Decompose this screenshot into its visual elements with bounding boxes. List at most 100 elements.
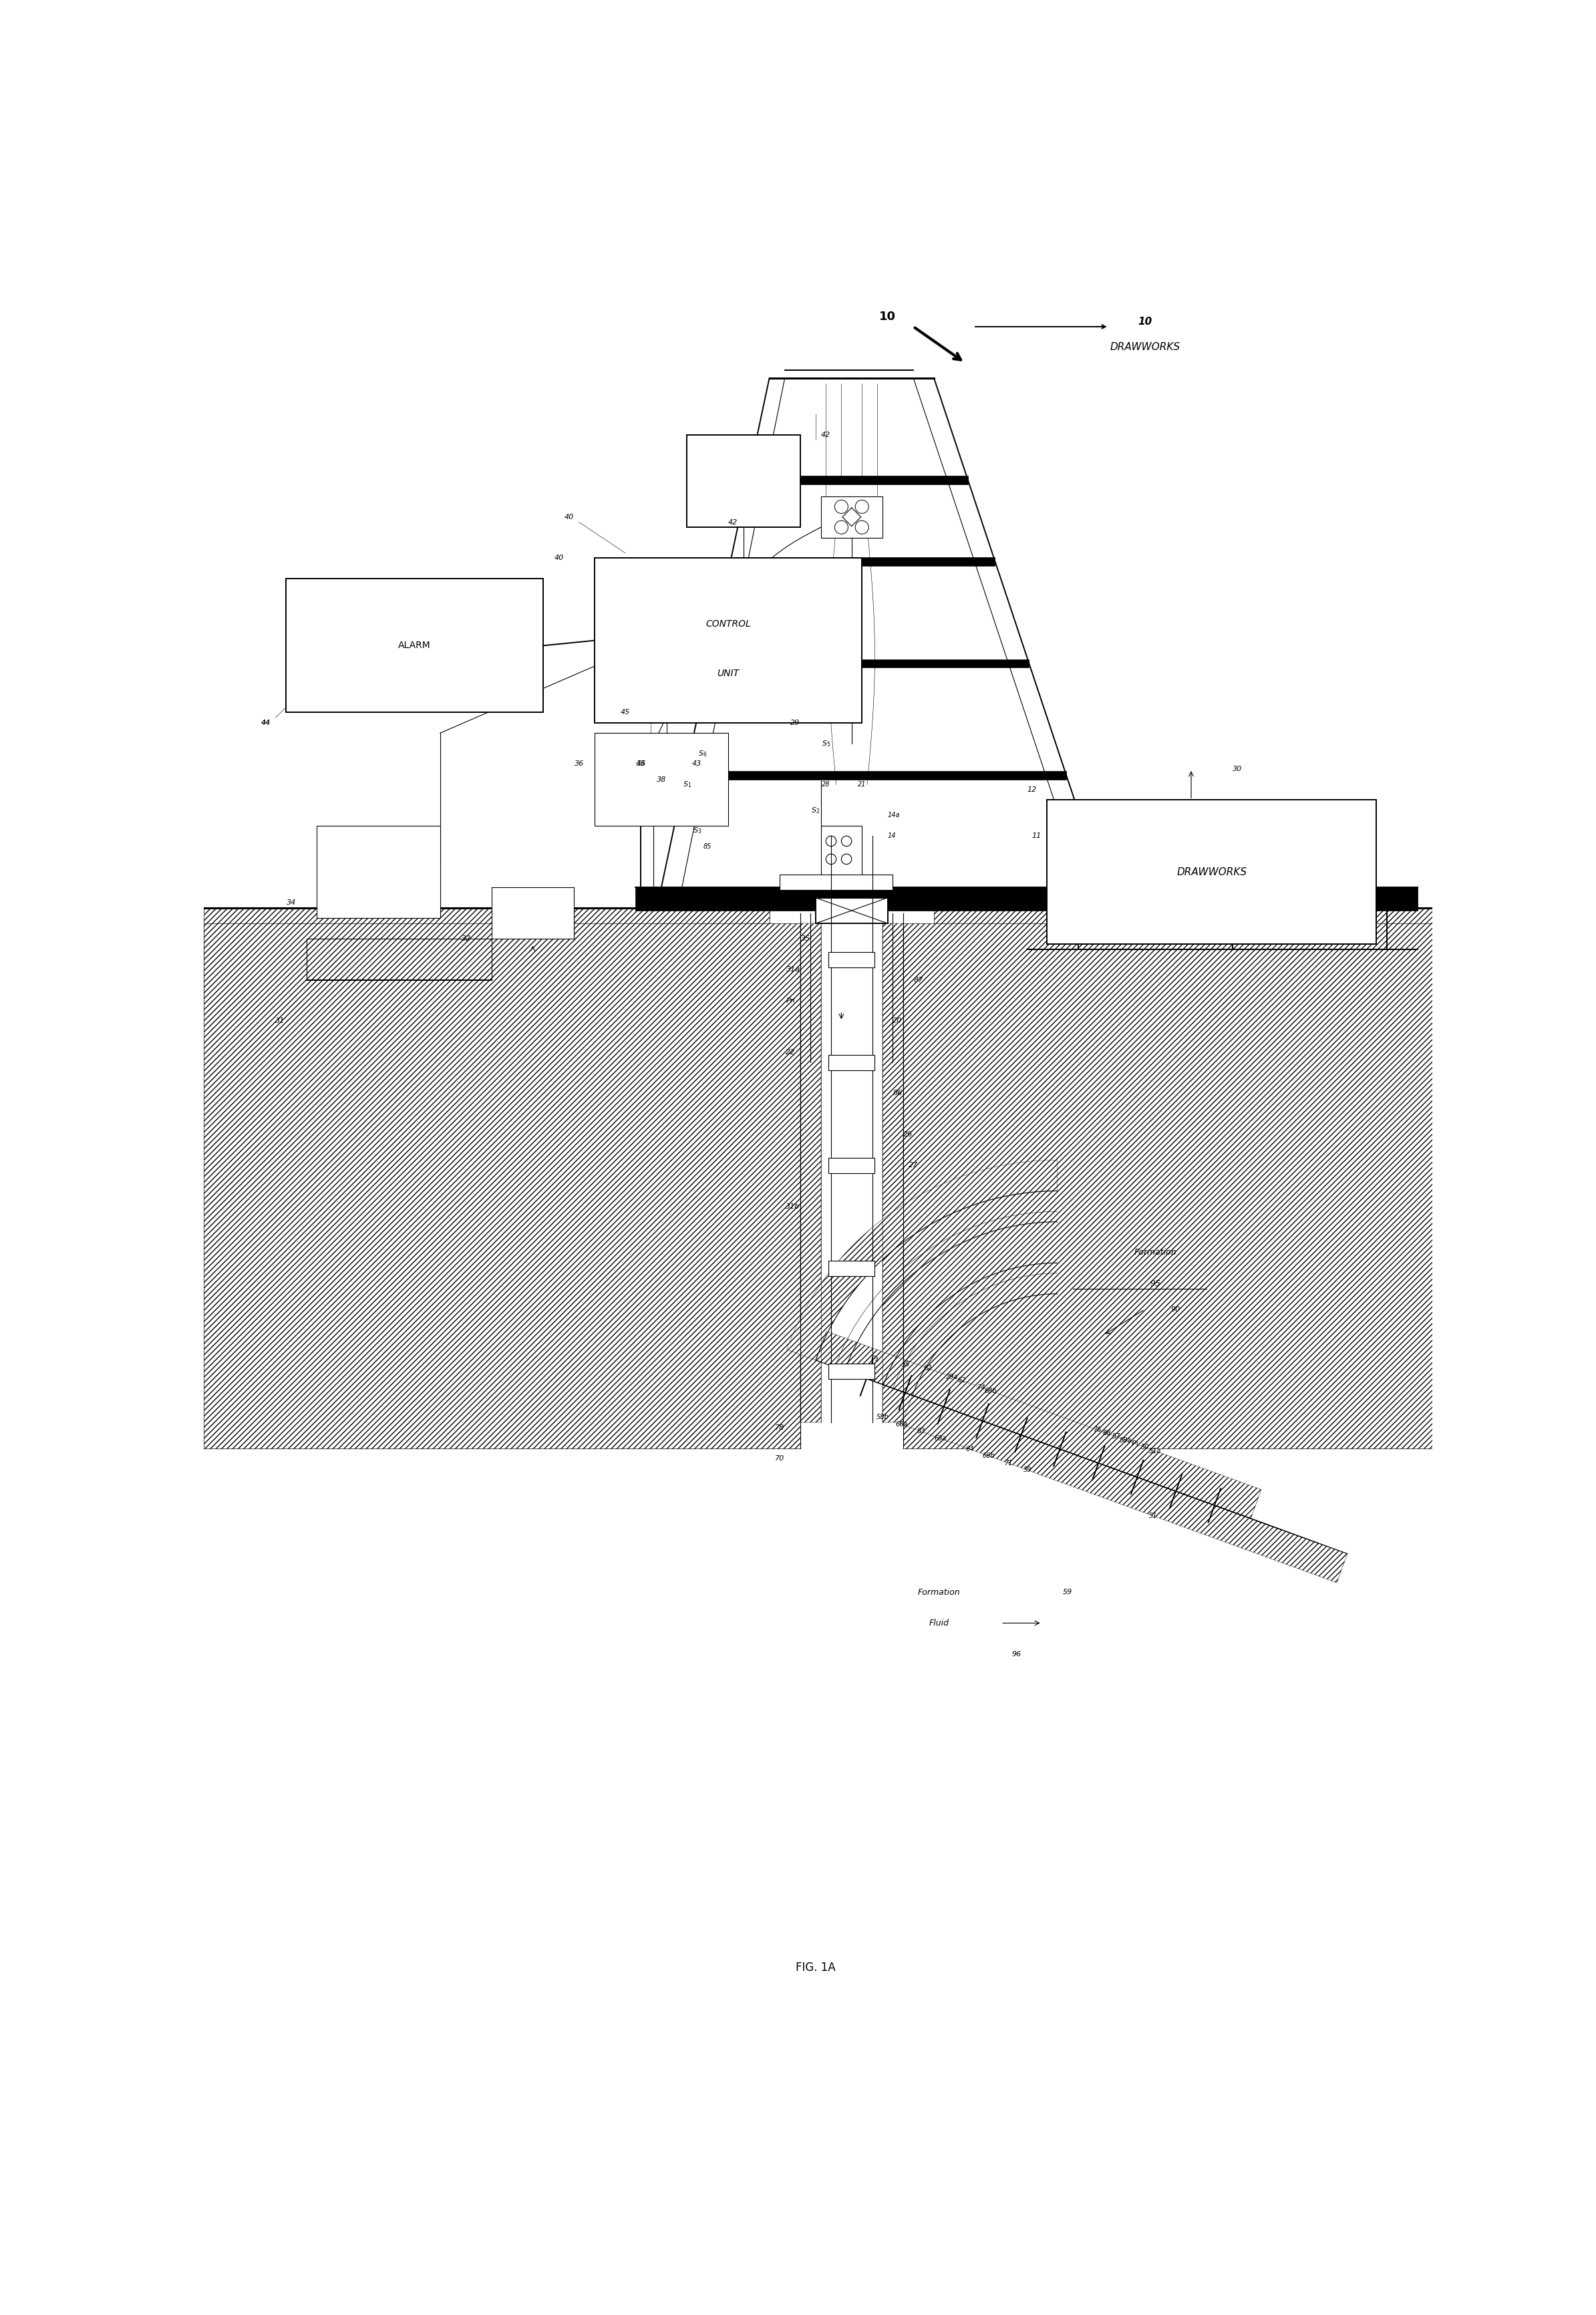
Text: 28: 28: [822, 780, 830, 787]
Text: 71: 71: [1004, 1461, 1012, 1465]
Text: 10: 10: [879, 310, 895, 322]
Text: 26: 26: [903, 1132, 913, 1137]
Text: 62: 62: [958, 1377, 966, 1384]
Text: 58b: 58b: [876, 1414, 889, 1421]
Text: UNIT: UNIT: [717, 669, 739, 678]
Text: $P_4$: $P_4$: [870, 1354, 879, 1364]
Text: 29: 29: [790, 720, 800, 727]
Text: 31: 31: [276, 1019, 286, 1026]
Bar: [820, 495, 883, 537]
Polygon shape: [934, 907, 1433, 979]
Bar: [816, 898, 887, 924]
Bar: [828, 951, 875, 968]
Text: 31a: 31a: [787, 965, 800, 972]
Bar: [704, 773, 1045, 778]
Text: FIG. 1A: FIG. 1A: [796, 1961, 836, 1975]
Text: 74: 74: [977, 1384, 985, 1391]
Text: DRAWWORKS: DRAWWORKS: [1176, 868, 1246, 877]
Polygon shape: [902, 1396, 1347, 1583]
Text: $S_1$: $S_1$: [683, 780, 691, 789]
Bar: [828, 1259, 875, 1276]
Bar: [709, 660, 1029, 667]
Bar: [820, 826, 862, 877]
Text: 59: 59: [1063, 1588, 1073, 1595]
Text: 21: 21: [857, 780, 867, 787]
Bar: [594, 734, 728, 826]
Text: 43: 43: [693, 762, 702, 766]
Text: 95: 95: [1149, 1280, 1160, 1287]
Text: 55: 55: [902, 1361, 910, 1368]
Bar: [828, 1158, 875, 1174]
Text: 57: 57: [1112, 1433, 1120, 1440]
Bar: [1047, 801, 1376, 945]
Text: 66b: 66b: [983, 1454, 996, 1458]
Polygon shape: [903, 924, 1433, 1449]
Text: 51a: 51a: [1149, 1447, 1162, 1454]
Polygon shape: [883, 924, 903, 1421]
Text: 40: 40: [554, 556, 563, 563]
Polygon shape: [204, 924, 800, 1449]
Text: $S_2$: $S_2$: [811, 806, 820, 815]
Text: 20: 20: [892, 1019, 902, 1026]
Text: 10: 10: [1138, 317, 1152, 326]
Bar: [685, 771, 1066, 780]
Text: 66a: 66a: [895, 1421, 908, 1428]
Text: 40: 40: [565, 514, 575, 521]
Text: 83: 83: [918, 1428, 926, 1435]
Text: 68a: 68a: [934, 1435, 946, 1442]
Text: 70: 70: [776, 1456, 785, 1461]
Text: 64: 64: [966, 1445, 974, 1452]
Text: 14a: 14a: [887, 813, 900, 820]
Text: 88: 88: [1103, 1431, 1111, 1438]
Text: CONTROL: CONTROL: [705, 620, 750, 630]
Text: Formation: Formation: [918, 1588, 961, 1597]
Polygon shape: [204, 940, 594, 1000]
Polygon shape: [204, 907, 769, 1000]
Text: 35: 35: [801, 935, 811, 942]
Text: 43: 43: [635, 762, 645, 766]
Text: 50: 50: [1141, 1445, 1149, 1452]
Text: 36: 36: [575, 762, 584, 766]
Bar: [749, 560, 975, 563]
Text: Formation: Formation: [1133, 1248, 1176, 1257]
Text: 34: 34: [287, 901, 297, 905]
Polygon shape: [816, 1331, 1261, 1519]
Text: 12: 12: [1028, 787, 1037, 794]
Bar: [749, 477, 967, 484]
Text: 38: 38: [656, 776, 666, 782]
Text: 30: 30: [1232, 766, 1242, 773]
Text: 87: 87: [913, 977, 922, 984]
Text: 11: 11: [1033, 833, 1042, 840]
Polygon shape: [800, 924, 820, 1421]
Bar: [286, 579, 543, 713]
Text: 45: 45: [621, 708, 630, 715]
Text: 85: 85: [704, 843, 712, 850]
Bar: [728, 662, 1009, 664]
Text: 44: 44: [260, 720, 270, 727]
Bar: [828, 1056, 875, 1070]
Bar: [635, 887, 1417, 910]
Text: $P_1$: $P_1$: [1132, 1440, 1140, 1449]
Text: 36: 36: [637, 762, 646, 766]
Text: $S_3$: $S_3$: [693, 826, 702, 836]
Text: 78: 78: [776, 1424, 785, 1431]
Text: 76: 76: [1093, 1426, 1101, 1433]
Bar: [779, 875, 892, 889]
Text: 42: 42: [820, 431, 830, 438]
Text: $S_5$: $S_5$: [822, 738, 830, 748]
Text: ALARM: ALARM: [397, 641, 431, 651]
Bar: [686, 435, 800, 528]
Bar: [731, 558, 994, 565]
Text: $S_6$: $S_6$: [697, 750, 707, 759]
Text: 59: 59: [1023, 1468, 1031, 1472]
Text: 27: 27: [908, 1162, 918, 1169]
Text: 32: 32: [461, 935, 471, 942]
Polygon shape: [787, 1160, 1058, 1361]
Text: 51: 51: [1149, 1512, 1157, 1519]
Text: 62: 62: [924, 1366, 932, 1370]
Text: 86: 86: [892, 1090, 902, 1097]
Bar: [764, 477, 948, 482]
Text: 44: 44: [260, 720, 270, 727]
Bar: [594, 558, 862, 722]
Text: 42: 42: [728, 519, 737, 526]
